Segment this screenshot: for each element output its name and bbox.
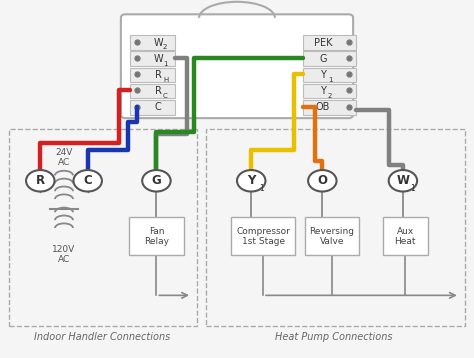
Text: 1: 1 [163, 61, 167, 67]
FancyBboxPatch shape [121, 14, 353, 118]
Text: 2: 2 [328, 93, 332, 99]
Text: Indoor Handler Connections: Indoor Handler Connections [34, 332, 170, 342]
Text: Y: Y [320, 86, 326, 96]
FancyBboxPatch shape [129, 217, 184, 255]
Bar [206, 129, 465, 326]
Text: G: G [319, 54, 327, 64]
Text: 2: 2 [163, 44, 167, 50]
FancyBboxPatch shape [304, 217, 359, 255]
Text: R: R [155, 70, 162, 80]
Text: Y: Y [247, 174, 255, 187]
FancyBboxPatch shape [130, 35, 175, 50]
Text: O: O [317, 174, 328, 187]
Text: Y: Y [320, 70, 326, 80]
Circle shape [389, 170, 417, 192]
Text: W: W [396, 174, 410, 187]
Text: Fan
Relay: Fan Relay [144, 227, 169, 246]
Text: 1: 1 [259, 184, 264, 193]
FancyBboxPatch shape [303, 84, 356, 98]
FancyBboxPatch shape [231, 217, 295, 255]
Text: OB: OB [316, 102, 330, 112]
Circle shape [237, 170, 265, 192]
Text: 1: 1 [328, 77, 332, 83]
FancyBboxPatch shape [130, 100, 175, 115]
Circle shape [142, 170, 171, 192]
Text: 120V
AC: 120V AC [52, 245, 76, 264]
Circle shape [73, 170, 102, 192]
Text: 24V
AC: 24V AC [55, 148, 73, 167]
Text: R: R [155, 86, 162, 96]
Circle shape [26, 170, 55, 192]
Text: C: C [155, 102, 162, 112]
Text: Heat Pump Connections: Heat Pump Connections [275, 332, 393, 342]
Bar [9, 129, 197, 326]
Text: H: H [163, 77, 168, 83]
FancyBboxPatch shape [303, 35, 356, 50]
FancyBboxPatch shape [130, 52, 175, 66]
FancyBboxPatch shape [303, 52, 356, 66]
Text: Aux
Heat: Aux Heat [394, 227, 416, 246]
Text: Reversing
Valve: Reversing Valve [310, 227, 354, 246]
Text: G: G [152, 174, 161, 187]
Circle shape [308, 170, 337, 192]
Text: W: W [154, 54, 163, 64]
Text: C: C [163, 93, 168, 99]
FancyBboxPatch shape [303, 100, 356, 115]
Text: 1: 1 [410, 184, 415, 193]
Text: C: C [83, 174, 92, 187]
FancyBboxPatch shape [303, 68, 356, 82]
Text: W: W [154, 38, 163, 48]
FancyBboxPatch shape [130, 68, 175, 82]
Text: R: R [36, 174, 45, 187]
FancyBboxPatch shape [130, 84, 175, 98]
Text: Compressor
1st Stage: Compressor 1st Stage [236, 227, 290, 246]
FancyBboxPatch shape [383, 217, 428, 255]
Text: PEK: PEK [314, 38, 332, 48]
